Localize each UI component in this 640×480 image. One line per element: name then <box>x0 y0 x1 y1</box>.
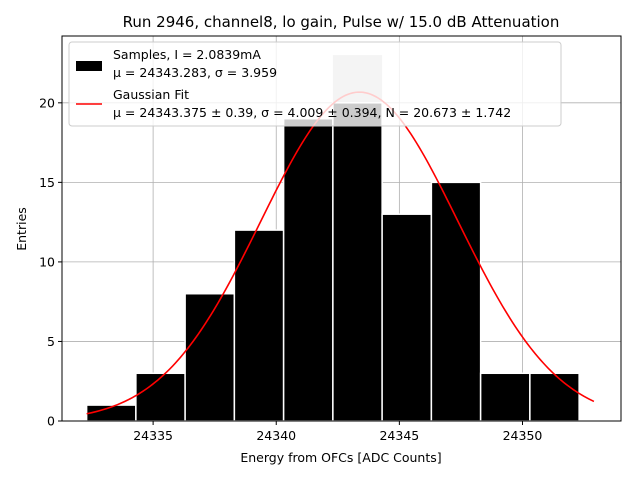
x-axis-label: Energy from OFCs [ADC Counts] <box>240 450 441 465</box>
legend-fit-label: Gaussian Fit <box>113 87 189 102</box>
y-tick-label: 15 <box>39 175 55 190</box>
y-axis-label: Entries <box>14 207 29 251</box>
legend-fit-stats: μ = 24343.375 ± 0.39, σ = 4.009 ± 0.394,… <box>113 105 511 120</box>
histogram-bar <box>332 102 383 422</box>
chart-title: Run 2946, channel8, lo gain, Pulse w/ 15… <box>123 13 560 31</box>
y-ticks: 0 5 10 15 20 <box>39 95 62 429</box>
legend-samples-swatch <box>76 61 102 71</box>
x-ticks: 24335 24340 24345 24350 <box>133 421 542 443</box>
legend: Samples, I = 2.0839mA μ = 24343.283, σ =… <box>68 41 562 127</box>
histogram-bar <box>184 292 236 422</box>
y-tick-label: 20 <box>39 95 55 110</box>
histogram-bar <box>233 229 285 422</box>
histogram-bar <box>381 213 433 422</box>
legend-samples-stats: μ = 24343.283, σ = 3.959 <box>113 65 277 80</box>
histogram-bar <box>282 117 334 422</box>
histogram-bar <box>135 372 186 422</box>
plot-frame <box>61 35 622 422</box>
histogram-bar <box>479 372 531 422</box>
bars-group <box>85 102 580 422</box>
legend-box <box>68 41 562 127</box>
y-tick-label: 10 <box>39 254 55 269</box>
y-tick-label: 0 <box>47 414 55 429</box>
x-tick-label: 24345 <box>379 428 419 443</box>
x-tick-label: 24350 <box>503 428 543 443</box>
legend-samples-label: Samples, I = 2.0839mA <box>113 47 261 62</box>
x-tick-label: 24335 <box>133 428 173 443</box>
y-tick-label: 5 <box>47 334 55 349</box>
x-tick-label: 24340 <box>256 428 296 443</box>
histogram-bar <box>529 372 580 422</box>
